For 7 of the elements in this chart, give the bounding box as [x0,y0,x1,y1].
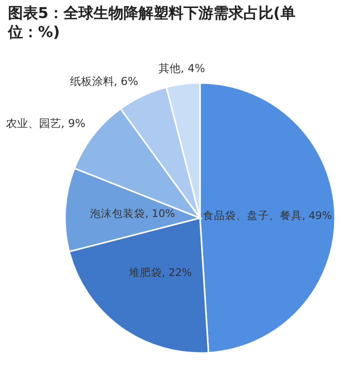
slice-label: 食品袋、盘子、餐具, 49% [202,208,332,223]
chart-title: 图表5：全球生物降解塑料下游需求占比(单位：%) [8,4,296,42]
slice-label: 纸板涂料, 6% [70,74,138,89]
slice-label: 农业、园艺, 9% [6,117,86,132]
slice-label: 其他, 4% [158,62,206,76]
slice-label: 泡沫包装袋, 10% [90,206,176,221]
slice-label: 堆肥袋, 22% [128,266,192,280]
